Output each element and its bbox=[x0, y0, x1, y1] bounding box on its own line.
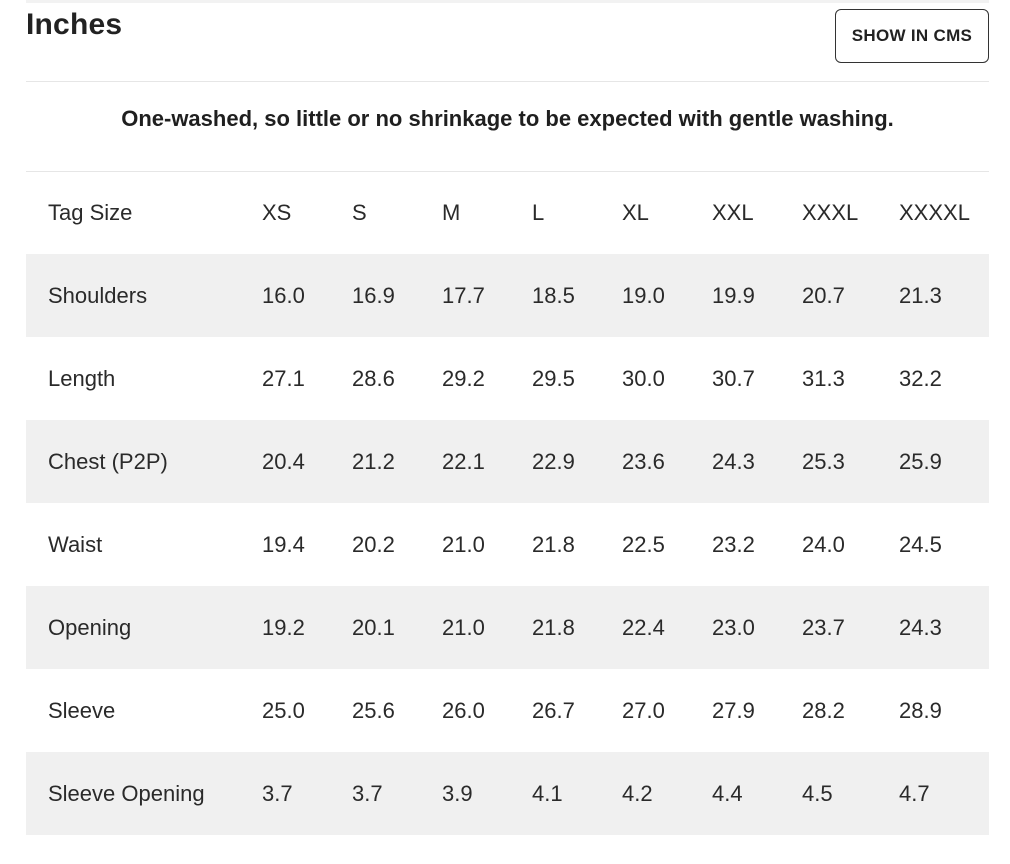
table-row: Waist 19.4 20.2 21.0 21.8 22.5 23.2 24.0 24.5 bbox=[26, 503, 989, 586]
table-cell: 21.0 bbox=[442, 531, 485, 557]
table-cell: 26.7 bbox=[532, 697, 575, 723]
table-cell: 20.7 bbox=[802, 282, 845, 308]
table-cell: 29.5 bbox=[532, 365, 575, 391]
table-cell: 4.1 bbox=[532, 780, 563, 806]
table-cell: 22.1 bbox=[442, 448, 485, 474]
page-title: Inches bbox=[26, 8, 123, 41]
table-cell: 23.2 bbox=[712, 531, 755, 557]
column-header: XS bbox=[262, 200, 292, 225]
table-row: Sleeve 25.0 25.6 26.0 26.7 27.0 27.9 28.2 28.9 bbox=[26, 669, 989, 752]
table-body: Shoulders 16.0 16.9 17.7 18.5 19.0 19.9 20.7 21.… bbox=[26, 254, 989, 835]
table-row: Opening 19.2 20.1 21.0 21.8 22.4 23.0 23.7 24.3 bbox=[26, 586, 989, 669]
size-chart-table: Tag Size XS S M L XL XXL XXXL XXXXL Shou… bbox=[26, 172, 989, 835]
row-label: Length bbox=[48, 365, 116, 391]
table-row: Sleeve Opening 3.7 3.7 3.9 4.1 4.2 4.4 4.5 4.7 bbox=[26, 752, 989, 835]
table-cell: 23.7 bbox=[802, 614, 845, 640]
table-cell: 24.5 bbox=[899, 531, 942, 557]
row-label: Waist bbox=[48, 531, 103, 557]
top-divider bbox=[26, 0, 989, 3]
table-cell: 27.9 bbox=[712, 697, 755, 723]
row-label: Sleeve Opening bbox=[48, 780, 205, 806]
table-cell: 19.0 bbox=[622, 282, 665, 308]
table-cell: 21.0 bbox=[442, 614, 485, 640]
table-cell: 19.4 bbox=[262, 531, 305, 557]
table-cell: 4.5 bbox=[802, 780, 833, 806]
table-cell: 3.7 bbox=[262, 780, 293, 806]
divider bbox=[26, 81, 989, 82]
table-cell: 28.2 bbox=[802, 697, 845, 723]
table-cell: 25.0 bbox=[262, 697, 305, 723]
table-cell: 4.2 bbox=[622, 780, 653, 806]
row-label: Sleeve bbox=[48, 697, 116, 723]
table-row: Chest (P2P) 20.4 21.2 22.1 22.9 23.6 24.3 25.3 2… bbox=[26, 420, 989, 503]
column-header: XXL bbox=[712, 200, 754, 225]
table-cell: 4.4 bbox=[712, 780, 743, 806]
table-cell: 20.4 bbox=[262, 448, 305, 474]
table-cell: 19.2 bbox=[262, 614, 305, 640]
table-cell: 16.0 bbox=[262, 282, 305, 308]
table-cell: 23.6 bbox=[622, 448, 665, 474]
shrinkage-note: One-washed, so little or no shrinkage to… bbox=[121, 106, 894, 131]
table-cell: 24.0 bbox=[802, 531, 845, 557]
table-cell: 25.9 bbox=[899, 448, 942, 474]
table-cell: 18.5 bbox=[532, 282, 575, 308]
table-cell: 29.2 bbox=[442, 365, 485, 391]
table-cell: 32.2 bbox=[899, 365, 942, 391]
column-header: XXXL bbox=[802, 200, 859, 225]
row-label: Chest (P2P) bbox=[48, 448, 168, 474]
table-cell: 21.2 bbox=[352, 448, 395, 474]
table-cell: 20.2 bbox=[352, 531, 395, 557]
column-header: XL bbox=[622, 200, 649, 225]
table-header-row: Tag Size XS S M L XL XXL XXXL XXXXL bbox=[26, 172, 989, 254]
table-cell: 22.5 bbox=[622, 531, 665, 557]
table-cell: 31.3 bbox=[802, 365, 845, 391]
table-row: Length 27.1 28.6 29.2 29.5 30.0 30.7 31.3 32.2 bbox=[26, 337, 989, 420]
column-header: S bbox=[352, 200, 367, 225]
table-cell: 27.0 bbox=[622, 697, 665, 723]
table-cell: 26.0 bbox=[442, 697, 485, 723]
row-label: Opening bbox=[48, 614, 132, 640]
table-cell: 21.3 bbox=[899, 282, 942, 308]
show-in-cms-button[interactable]: SHOW IN CMS bbox=[835, 9, 989, 63]
table-cell: 3.9 bbox=[442, 780, 473, 806]
table-cell: 22.4 bbox=[622, 614, 665, 640]
table-cell: 24.3 bbox=[899, 614, 942, 640]
table-cell: 21.8 bbox=[532, 531, 575, 557]
row-label: Shoulders bbox=[48, 282, 148, 308]
table-cell: 24.3 bbox=[712, 448, 755, 474]
column-header: XXXXL bbox=[899, 200, 970, 225]
table-cell: 4.7 bbox=[899, 780, 930, 806]
table-cell: 20.1 bbox=[352, 614, 395, 640]
table-cell: 28.6 bbox=[352, 365, 395, 391]
table-row: Shoulders 16.0 16.9 17.7 18.5 19.0 19.9 20.7 21.… bbox=[26, 254, 989, 337]
table-cell: 21.8 bbox=[532, 614, 575, 640]
table-cell: 22.9 bbox=[532, 448, 575, 474]
table-cell: 3.7 bbox=[352, 780, 383, 806]
table-cell: 19.9 bbox=[712, 282, 755, 308]
table-cell: 25.3 bbox=[802, 448, 845, 474]
table-cell: 17.7 bbox=[442, 282, 485, 308]
divider bbox=[26, 171, 989, 172]
table-cell: 25.6 bbox=[352, 697, 395, 723]
table-cell: 27.1 bbox=[262, 365, 305, 391]
table-cell: 28.9 bbox=[899, 697, 942, 723]
column-header: L bbox=[532, 200, 545, 225]
table-cell: 30.7 bbox=[712, 365, 755, 391]
table-cell: 30.0 bbox=[622, 365, 665, 391]
column-header: M bbox=[442, 200, 461, 225]
table-cell: 16.9 bbox=[352, 282, 395, 308]
table-cell: 23.0 bbox=[712, 614, 755, 640]
column-header: Tag Size bbox=[48, 200, 133, 225]
